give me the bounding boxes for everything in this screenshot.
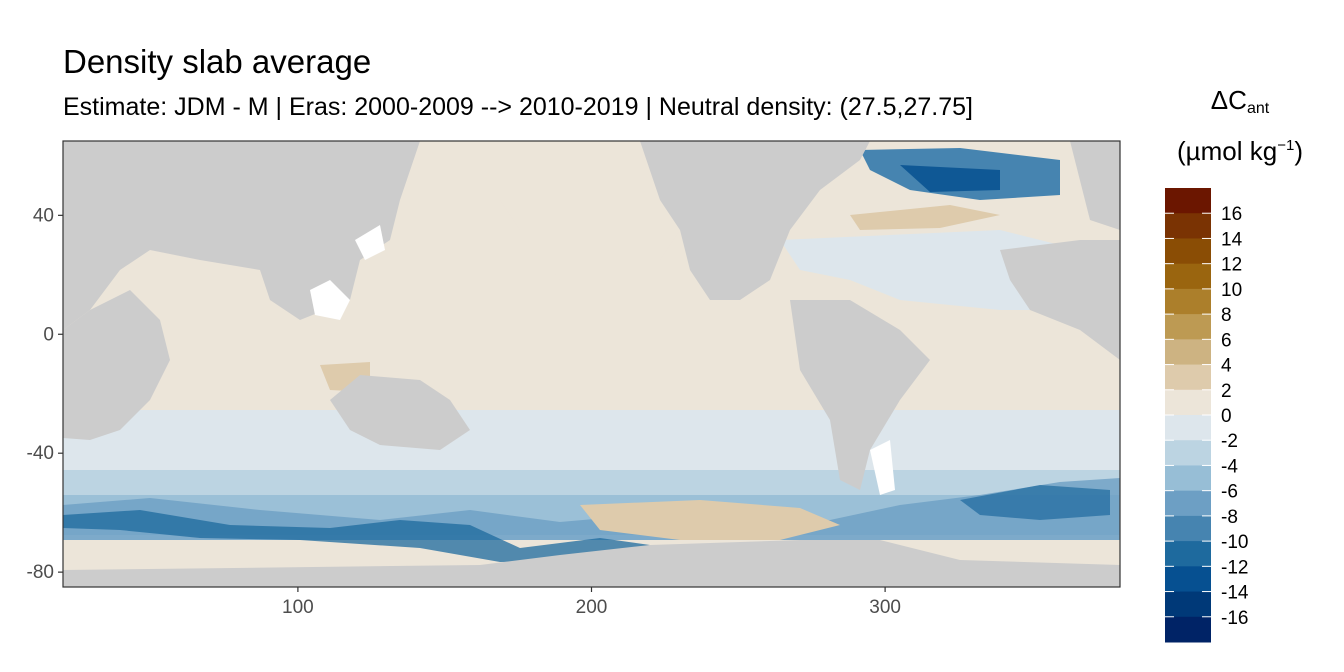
colorbar-swatch [1165, 591, 1211, 618]
colorbar: 16 14 12 10 8 6 4 2 0 -2 -4 -6 -8 -10 -12 -14 -16 [1165, 188, 1249, 643]
x-tick-label: 200 [576, 597, 608, 618]
colorbar-label: -2 [1221, 431, 1238, 452]
y-tick-label: 40 [33, 205, 54, 226]
colorbar-label: -10 [1221, 532, 1248, 553]
colorbar-swatch [1165, 213, 1211, 239]
colorbar-swatch [1165, 415, 1211, 441]
antarctica-land [63, 540, 1120, 587]
colorbar-swatch [1165, 238, 1211, 265]
colorbar-swatch [1165, 440, 1211, 466]
europe-land [1070, 141, 1120, 230]
colorbar-swatch [1165, 389, 1211, 416]
chart-title: Density slab average [63, 43, 372, 80]
missing-data [310, 225, 895, 495]
legend-title: ΔCant [1150, 85, 1330, 118]
y-tick-label: -40 [27, 443, 54, 464]
colorbar-label: 6 [1221, 330, 1232, 351]
colorbar-label: -4 [1221, 456, 1238, 477]
colorbar-label: 2 [1221, 381, 1232, 402]
missing-patch-1 [310, 280, 350, 320]
north-atlantic-positive-patch [850, 205, 1000, 230]
x-tick-label: 100 [282, 597, 314, 618]
southern-ocean-band-1 [63, 410, 1120, 470]
colorbar-label: 14 [1221, 229, 1243, 250]
legend-unit-post: ) [1294, 136, 1303, 166]
colorbar-swatch [1165, 566, 1211, 593]
x-tick-label: 300 [869, 597, 901, 618]
legend-title-sub: ant [1246, 100, 1270, 117]
weddell-deep-blue [960, 485, 1110, 520]
west-africa-land [1000, 240, 1120, 360]
colorbar-swatch [1165, 465, 1211, 492]
colorbar-swatch [1165, 364, 1211, 391]
colorbar-swatch [1165, 616, 1211, 643]
colorbar-label: -8 [1221, 507, 1238, 528]
colorbar-label: 16 [1221, 204, 1242, 225]
colorbar-swatch [1165, 188, 1211, 214]
chart-subtitle: Estimate: JDM - M | Eras: 2000-2009 --> … [63, 93, 973, 121]
southern-ocean-band-4 [63, 478, 1120, 540]
labrador-deep-blue [900, 165, 1000, 192]
colorbar-swatch [1165, 541, 1211, 567]
y-tick-label: 0 [43, 324, 54, 345]
y-axis: 40 0 -40 -80 [27, 205, 63, 583]
colorbar-label: -14 [1221, 583, 1249, 604]
legend-unit: (µmol kg−1) [1150, 136, 1330, 167]
colorbar-swatch [1165, 339, 1211, 366]
colorbar-label: 10 [1221, 280, 1242, 301]
legend-title-main: ΔC [1210, 85, 1247, 115]
colorbar-swatch [1165, 314, 1211, 340]
legend-unit-pre: (µmol kg [1177, 136, 1278, 166]
colorbar-label: -6 [1221, 482, 1238, 503]
southern-ocean-deep-blue [63, 510, 650, 562]
y-tick-label: -80 [27, 562, 54, 583]
colorbar-label: 0 [1221, 406, 1232, 427]
land-masses [63, 141, 1120, 587]
missing-patch-3 [355, 225, 385, 260]
colorbar-swatch [1165, 263, 1211, 290]
colorbar-label: -16 [1221, 608, 1248, 629]
south-pacific-positive-patch [580, 500, 840, 540]
colorbar-label: -12 [1221, 557, 1248, 578]
colorbar-swatch [1165, 515, 1211, 542]
colorbar-label: 4 [1221, 356, 1232, 377]
legend-unit-sup: −1 [1277, 137, 1295, 154]
north-pacific-ocean [450, 141, 720, 300]
missing-patch-2 [870, 440, 895, 495]
map-panel [63, 141, 1120, 587]
x-axis: 100 200 300 [282, 587, 901, 618]
colorbar-label: 8 [1221, 305, 1232, 326]
africa-east-land [63, 290, 170, 440]
colorbar-swatch [1165, 288, 1211, 315]
colorbar-swatch [1165, 490, 1211, 517]
south-america-land [790, 300, 930, 490]
australia-land [330, 375, 470, 450]
colorbar-label: 12 [1221, 255, 1242, 276]
north-america-land [640, 141, 870, 300]
